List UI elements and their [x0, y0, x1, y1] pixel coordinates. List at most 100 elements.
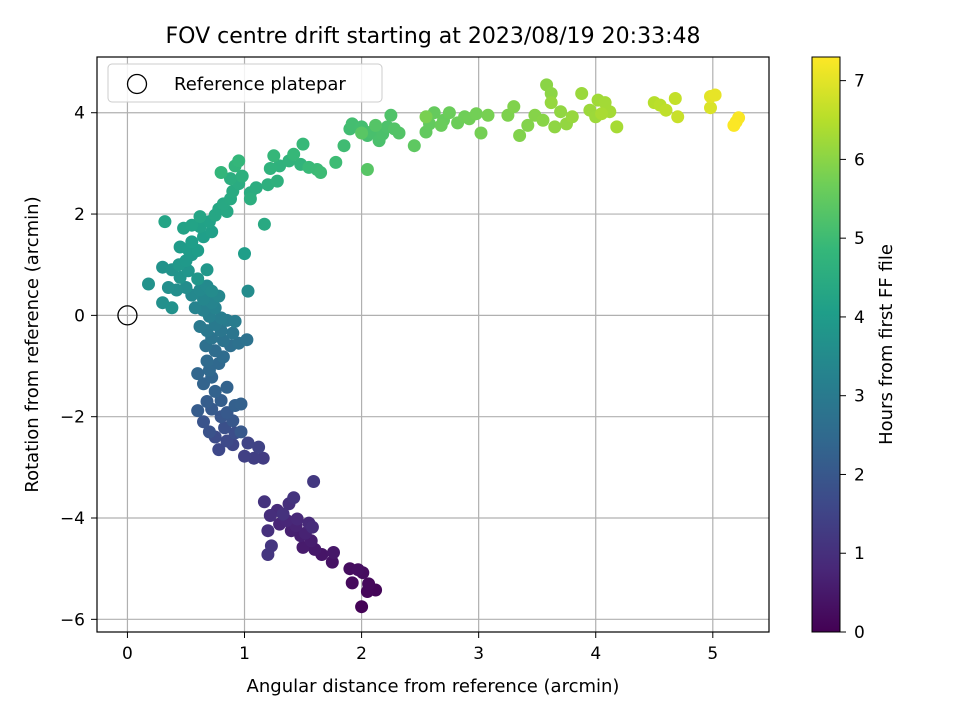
data-point-169 — [434, 118, 448, 132]
y-axis-label: Rotation from reference (arcmin) — [22, 196, 43, 492]
data-point-101 — [181, 264, 195, 278]
data-point-20 — [290, 512, 304, 526]
data-points — [142, 78, 746, 614]
colorbar-tick-label-1: 1 — [854, 544, 865, 564]
x-axis-ticks: 0 1 2 3 4 5 — [122, 632, 718, 664]
data-point-111 — [238, 247, 251, 261]
colorbar-tick-label-2: 2 — [854, 465, 865, 485]
data-point-118 — [158, 215, 172, 229]
colorbar-tick-label-7: 7 — [854, 72, 865, 92]
data-point-209 — [727, 118, 741, 132]
legend-entry-reference: Reference platepar — [174, 74, 346, 95]
data-point-70 — [216, 334, 230, 348]
data-point-94 — [161, 281, 175, 294]
data-point-201 — [659, 103, 673, 117]
data-point-75 — [193, 320, 207, 333]
data-point-132 — [235, 169, 249, 183]
grid-lines — [97, 57, 769, 632]
data-point-37 — [241, 436, 255, 450]
data-point-0 — [355, 600, 369, 614]
data-point-57 — [220, 380, 234, 394]
data-point-202 — [668, 92, 682, 105]
data-point-158 — [384, 108, 398, 122]
data-point-204 — [704, 101, 717, 115]
data-point-175 — [474, 126, 488, 140]
y-tick-label-5: 4 — [74, 104, 85, 124]
data-point-140 — [214, 166, 228, 179]
data-point-83 — [188, 301, 202, 315]
data-point-51 — [191, 404, 205, 418]
y-tick-label-4: 2 — [74, 205, 85, 225]
data-point-117 — [185, 218, 199, 232]
data-point-39 — [212, 443, 226, 457]
x-tick-label-5: 5 — [707, 644, 718, 664]
legend: Reference platepar — [107, 63, 383, 103]
data-point-162 — [360, 163, 374, 176]
data-point-125 — [257, 217, 271, 231]
x-tick-label-4: 4 — [590, 644, 601, 664]
data-point-181 — [521, 118, 535, 132]
colorbar-ticks: 0 1 2 3 4 5 6 7 — [840, 72, 865, 643]
data-point-36 — [252, 440, 266, 454]
data-point-190 — [565, 110, 579, 124]
data-point-102 — [191, 272, 205, 286]
data-point-130 — [224, 172, 237, 186]
y-tick-label-1: −4 — [60, 509, 85, 529]
data-point-136 — [263, 162, 277, 175]
reference-platepar-marker — [117, 305, 138, 326]
data-point-32 — [307, 475, 321, 488]
x-axis-label: Angular distance from reference (arcmin) — [247, 676, 620, 697]
data-point-144 — [296, 137, 310, 151]
data-point-52 — [200, 395, 214, 408]
colorbar — [811, 56, 841, 633]
data-point-91 — [241, 284, 255, 298]
data-point-29 — [287, 491, 301, 505]
data-point-24 — [263, 509, 277, 522]
colorbar-label: Hours from first FF file — [876, 244, 897, 445]
data-point-180 — [513, 129, 527, 142]
data-point-179 — [507, 100, 521, 114]
data-point-63 — [200, 354, 214, 368]
data-point-7 — [351, 563, 365, 577]
data-point-142 — [267, 149, 281, 163]
data-point-22 — [305, 520, 319, 534]
data-point-90 — [205, 284, 219, 298]
y-tick-label-3: 0 — [74, 306, 85, 326]
data-point-55 — [234, 397, 248, 411]
data-point-185 — [544, 87, 558, 100]
data-point-131 — [243, 192, 257, 206]
data-point-78 — [228, 314, 242, 328]
data-point-33 — [256, 451, 270, 465]
data-point-149 — [337, 139, 351, 153]
data-point-44 — [202, 425, 216, 439]
data-point-134 — [270, 174, 284, 188]
data-point-56 — [208, 384, 222, 398]
data-point-176 — [481, 108, 495, 122]
data-point-103 — [200, 263, 214, 277]
data-point-161 — [369, 118, 383, 132]
data-point-164 — [407, 139, 421, 153]
data-point-3 — [362, 577, 376, 591]
data-point-10 — [327, 546, 340, 559]
data-point-31 — [261, 548, 275, 561]
data-point-170 — [442, 106, 456, 120]
data-point-186 — [548, 120, 562, 134]
chart-title: FOV centre drift starting at 2023/08/19 … — [166, 24, 701, 49]
x-tick-label-0: 0 — [122, 644, 133, 664]
plot-frame — [96, 56, 770, 633]
y-tick-label-0: −6 — [60, 610, 85, 630]
legend-marker-icon — [126, 73, 148, 95]
data-point-203 — [671, 110, 685, 124]
data-point-48 — [234, 425, 248, 439]
data-point-148 — [329, 155, 343, 169]
data-point-113 — [205, 225, 219, 239]
data-point-189 — [544, 96, 558, 110]
data-point-96 — [165, 301, 179, 315]
x-tick-label-2: 2 — [356, 644, 367, 664]
data-point-174 — [469, 107, 483, 121]
data-point-160 — [392, 126, 406, 140]
y-tick-label-2: −2 — [60, 408, 85, 428]
colorbar-tick-label-5: 5 — [854, 229, 865, 249]
data-point-45 — [197, 415, 210, 429]
data-point-163 — [355, 126, 369, 140]
